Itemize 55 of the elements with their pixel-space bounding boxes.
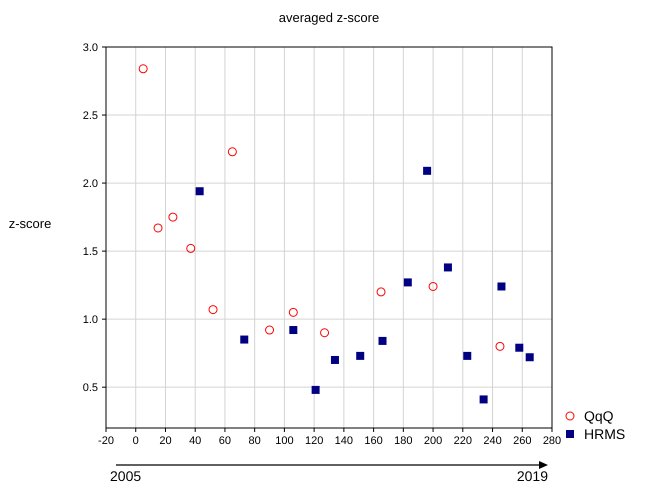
point: [526, 353, 534, 362]
point: [444, 263, 452, 272]
x-tick-label: 140: [334, 435, 354, 447]
point: [186, 244, 196, 253]
x-tick-label: 20: [159, 435, 172, 447]
point: [240, 336, 248, 344]
x-tick-label: 160: [364, 435, 383, 447]
point: [463, 352, 472, 360]
x-tick-label: 240: [483, 435, 502, 447]
point: [265, 326, 274, 335]
text: 2019: [516, 468, 548, 484]
x-tick-label: 200: [424, 435, 442, 447]
point: [312, 386, 320, 394]
y-axis-title: z-score: [8, 216, 52, 231]
point: [423, 166, 432, 175]
legend-label: HRMS: [584, 426, 626, 442]
y-tick-label: 1.0: [82, 314, 98, 326]
point: [404, 278, 412, 286]
y-tick-label: 1.5: [82, 246, 98, 258]
y-tick-label: 2.5: [82, 110, 98, 122]
x-tick-label: 40: [189, 435, 202, 447]
point: [378, 336, 387, 345]
x-tick-label: 260: [513, 435, 532, 447]
point: [495, 342, 504, 351]
point: [356, 352, 364, 360]
point: [480, 395, 488, 404]
y-tick-label: 0.5: [82, 382, 98, 394]
x-tick-label: 280: [542, 435, 562, 447]
x-tick-label: 180: [394, 435, 413, 447]
legend-label: QqQ: [584, 408, 614, 424]
point: [515, 344, 524, 352]
point: [320, 328, 330, 338]
point: [208, 305, 218, 314]
x-tick-label: 0: [132, 435, 139, 447]
chart-title: averaged z-score: [278, 10, 380, 25]
text: 2005: [110, 468, 142, 484]
point: [196, 187, 204, 196]
point: [168, 212, 178, 222]
x-tick-label: 220: [454, 435, 472, 447]
y-tick-label: 3.0: [82, 42, 98, 54]
x-tick-label: 120: [304, 435, 324, 447]
point: [289, 326, 298, 334]
point: [428, 282, 438, 291]
x-tick-label: -20: [98, 435, 114, 447]
point: [330, 356, 339, 364]
point: [228, 147, 237, 156]
point: [288, 308, 298, 317]
point: [376, 287, 386, 296]
x-tick-label: 80: [248, 435, 261, 447]
y-tick-label: 2.0: [82, 178, 98, 190]
point: [497, 282, 506, 290]
point: [138, 64, 148, 74]
x-tick-label: 100: [275, 435, 294, 447]
x-tick-label: 60: [218, 435, 232, 447]
point: [154, 223, 163, 232]
